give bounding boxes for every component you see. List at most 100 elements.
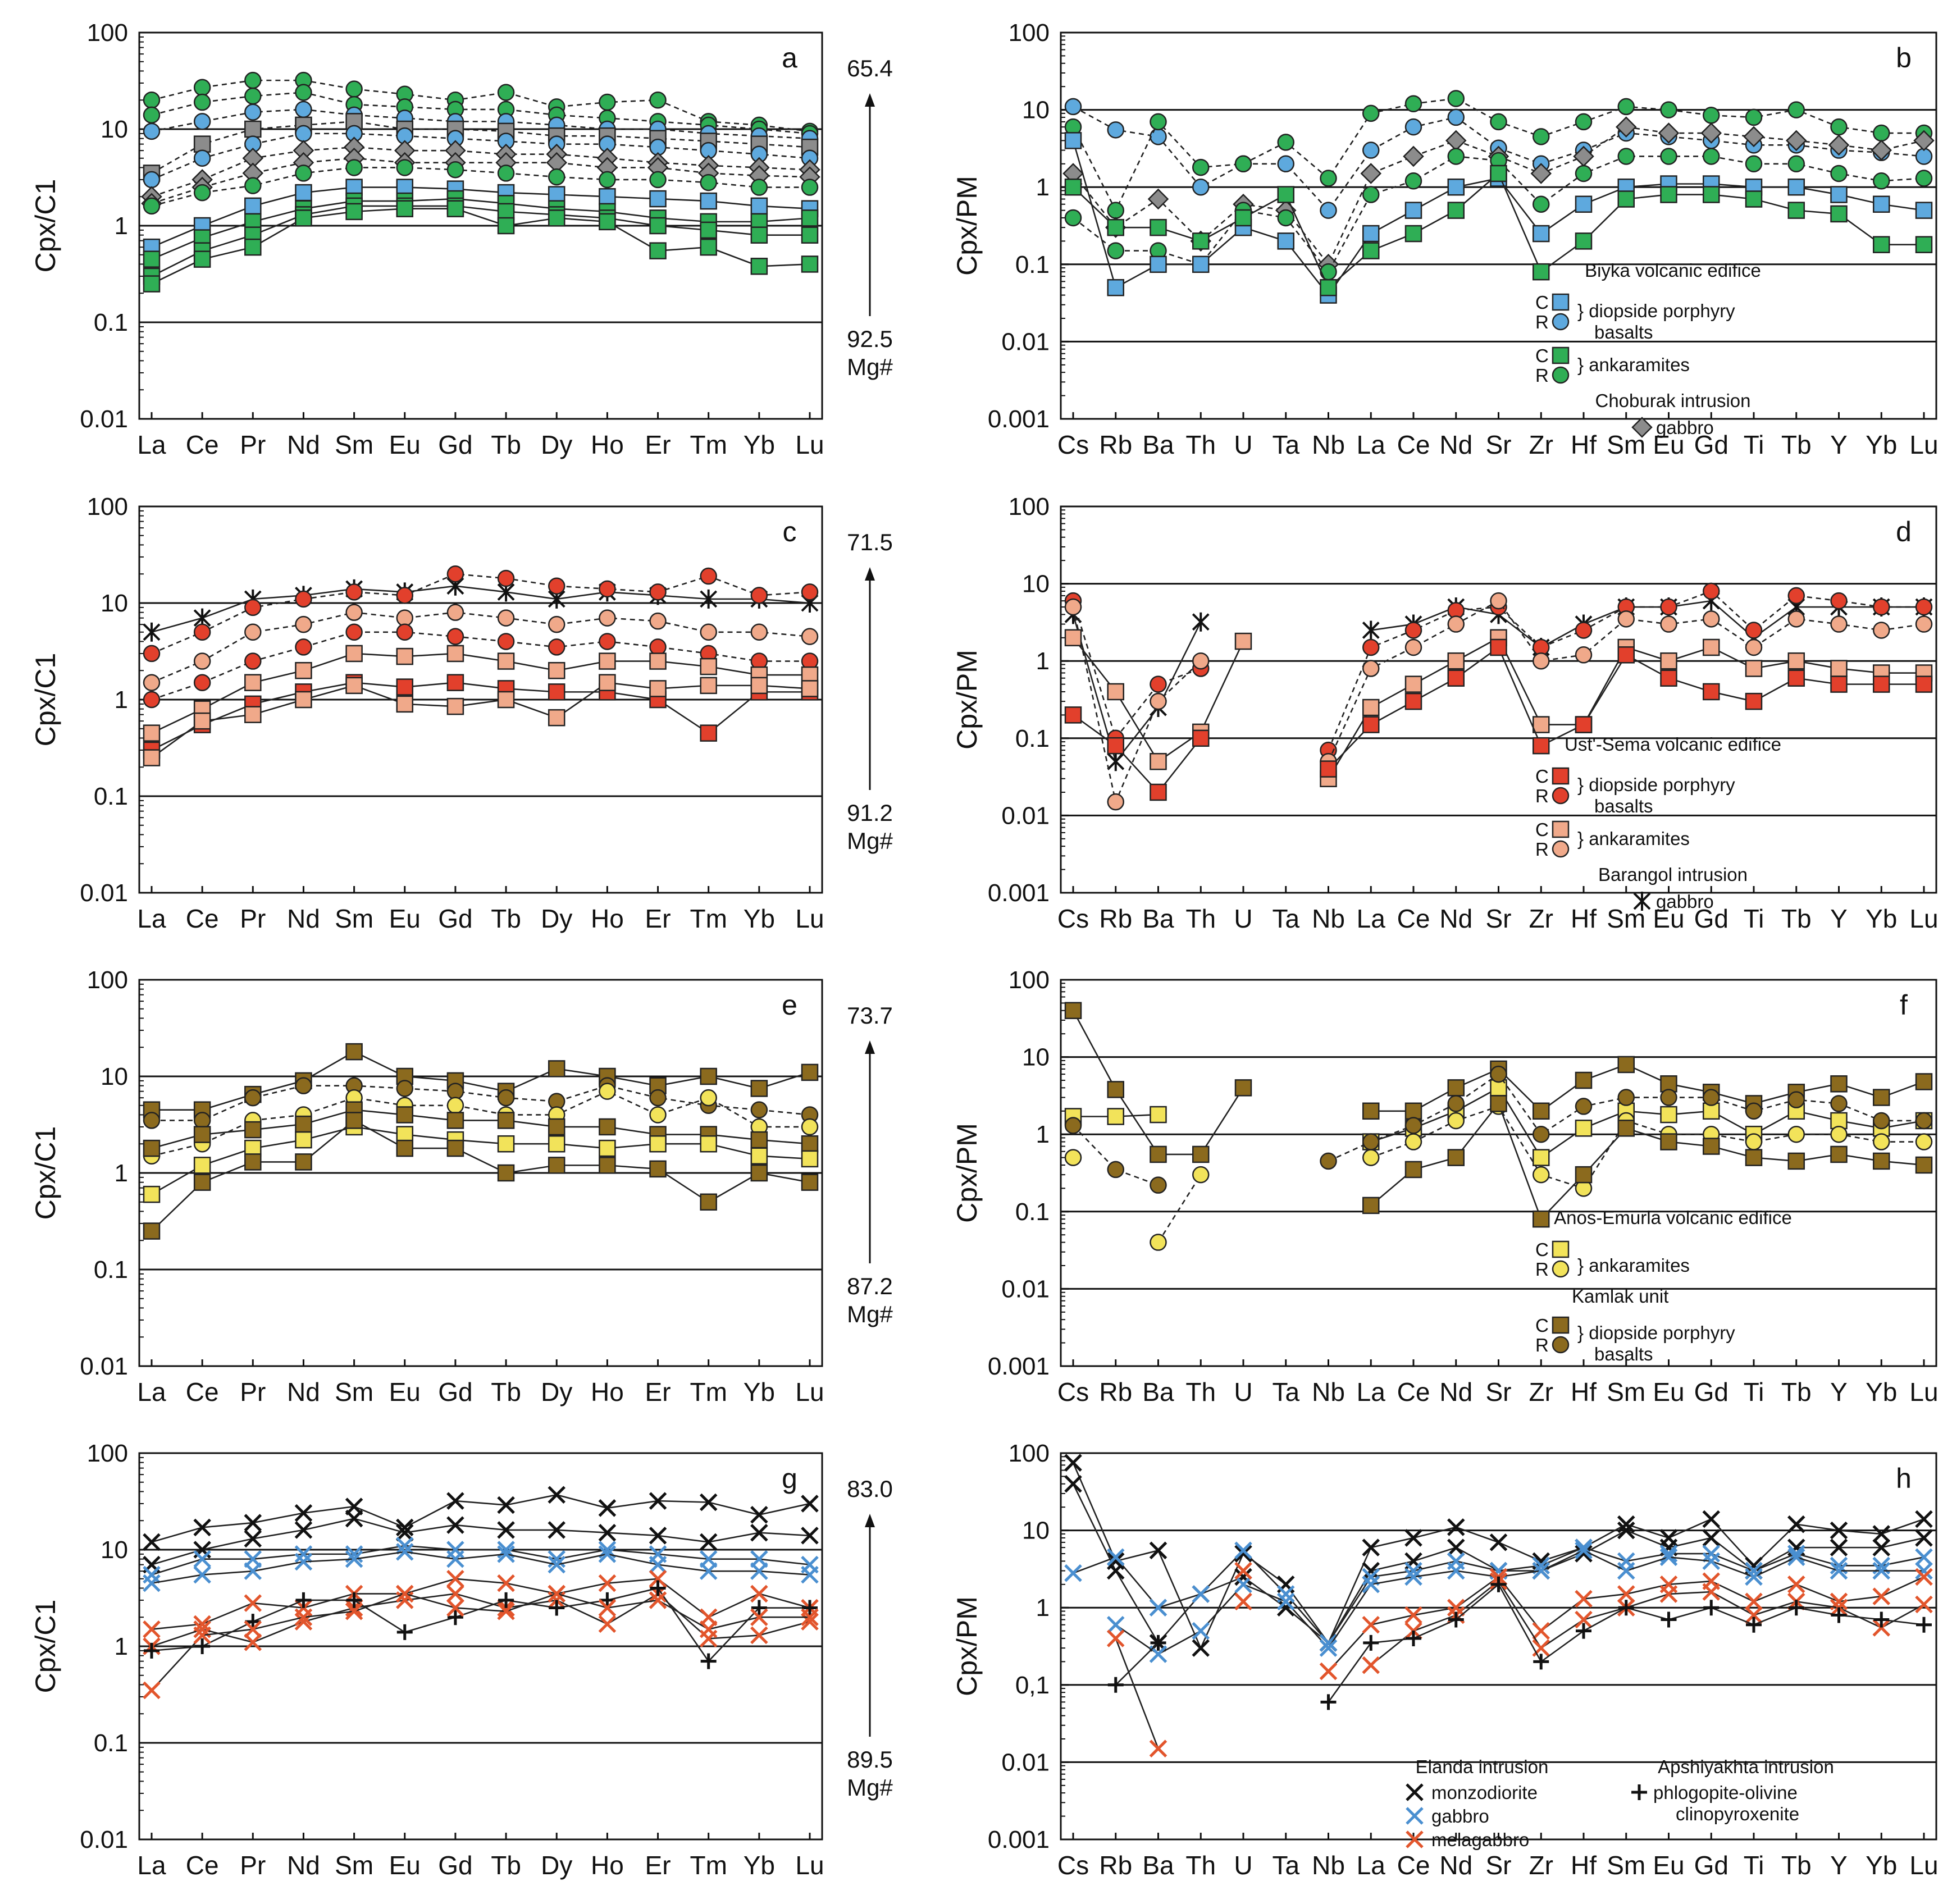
data-point (1915, 1510, 1933, 1528)
data-point (143, 1222, 161, 1240)
data-point (1445, 130, 1467, 152)
data-point (1276, 1592, 1295, 1611)
data-point (1107, 1108, 1124, 1125)
x-tick-label: Lu (1909, 430, 1938, 459)
data-point (1787, 1576, 1805, 1593)
data-point (396, 1139, 414, 1157)
data-point (497, 569, 515, 587)
data-point (396, 1106, 414, 1124)
data-point (446, 674, 464, 691)
data-point (1150, 1634, 1166, 1651)
data-point (244, 71, 262, 89)
x-tick-label: Th (1185, 1851, 1216, 1880)
data-point (700, 1135, 717, 1153)
series-line (1073, 156, 1924, 273)
data-point (244, 1620, 262, 1638)
data-point (750, 226, 768, 244)
x-tick-label: Ti (1744, 904, 1764, 933)
data-point (1192, 1639, 1210, 1657)
series-line (1072, 606, 1202, 805)
data-point (1915, 1548, 1933, 1567)
data-point (1107, 1677, 1124, 1693)
data-point (1617, 610, 1635, 628)
data-point (143, 645, 161, 663)
data-point (1362, 1133, 1380, 1150)
data-point (143, 1574, 161, 1592)
legend-marker (1552, 1240, 1570, 1258)
data-point (396, 647, 414, 665)
data-point (245, 1614, 261, 1630)
x-tick-label: Lu (1909, 904, 1938, 933)
data-point (1530, 163, 1552, 184)
data-point (548, 1060, 565, 1077)
data-point (1447, 202, 1465, 219)
data-point (1404, 638, 1422, 656)
x-tick-label: Cs (1057, 1851, 1089, 1880)
data-point (244, 1514, 262, 1532)
y-tick-label: 1 (1036, 173, 1050, 201)
data-point (1873, 195, 1890, 213)
legend-title: Elanda intrusion (1416, 1756, 1549, 1777)
data-point (1320, 170, 1337, 187)
data-point (1915, 1112, 1933, 1130)
legend-marker (1552, 1336, 1570, 1354)
x-tick-label: Lu (795, 430, 824, 459)
data-point (1362, 186, 1380, 203)
data-point (1787, 669, 1805, 687)
data-point (1702, 1510, 1721, 1528)
data-point (1788, 1600, 1804, 1616)
legend-title: Kamlak unit (1572, 1286, 1668, 1307)
data-point (750, 1562, 768, 1580)
data-point (548, 1135, 565, 1153)
data-point (700, 1089, 717, 1107)
series (143, 565, 819, 663)
data-point (1617, 1521, 1635, 1540)
data-point (396, 1537, 414, 1555)
data-point (598, 1599, 617, 1617)
series (144, 1580, 818, 1669)
data-point (345, 623, 363, 641)
data-point (1830, 186, 1848, 203)
series-line (151, 1494, 810, 1543)
series-line (1370, 1580, 1924, 1666)
data-point (1617, 1585, 1635, 1603)
legend-cr: R (1535, 365, 1549, 386)
data-point (1575, 1545, 1593, 1563)
data-point (1533, 1102, 1550, 1120)
x-tick-label: Sm (1607, 904, 1645, 933)
data-point (1277, 209, 1294, 227)
data-point (244, 87, 262, 105)
data-point (1873, 1112, 1890, 1130)
series (1362, 1095, 1933, 1228)
legend-title: Biyka volcanic edifice (1585, 260, 1761, 281)
data-point (1660, 598, 1677, 616)
x-tick-label: Hf (1571, 904, 1597, 933)
series-line (151, 133, 810, 181)
data-point (1658, 122, 1680, 144)
data-point (1362, 698, 1380, 716)
data-point (801, 226, 819, 244)
data-point (801, 1608, 819, 1626)
data-point (699, 1562, 718, 1580)
data-point (1404, 675, 1422, 693)
data-point (1745, 660, 1763, 677)
data-point (750, 1523, 768, 1542)
x-tick-label: Zr (1529, 1851, 1553, 1880)
data-point (1618, 1600, 1634, 1616)
data-point (1575, 1541, 1593, 1560)
data-point (1404, 1161, 1422, 1179)
data-point (1064, 1564, 1082, 1582)
series (143, 623, 819, 709)
data-point (1660, 101, 1677, 118)
legend-cr: R (1535, 1259, 1549, 1280)
panel-letter: f (1900, 989, 1908, 1021)
legend-marker (1552, 840, 1570, 858)
data-point (700, 173, 717, 191)
data-point (1107, 202, 1124, 219)
data-point (1575, 1071, 1593, 1089)
x-tick-label: Gd (438, 1851, 472, 1880)
data-point (1703, 148, 1720, 165)
data-point (295, 1115, 312, 1133)
series (143, 604, 819, 691)
